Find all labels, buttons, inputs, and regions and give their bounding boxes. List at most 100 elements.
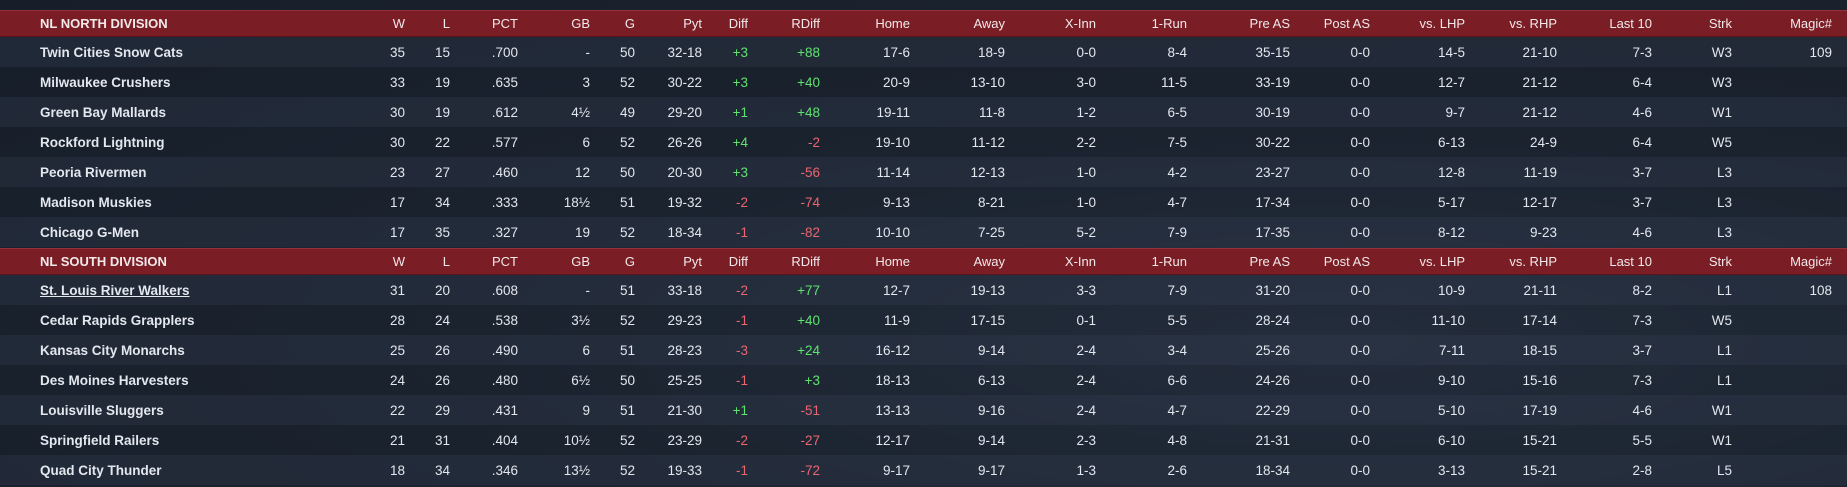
column-header-last10[interactable]: Last 10 [1609, 16, 1652, 31]
cell-rdiff: +24 [797, 342, 820, 358]
cell-postas: 0-0 [1350, 462, 1370, 478]
cell-preas: 33-19 [1255, 74, 1290, 90]
cell-pyt: 30-22 [667, 74, 702, 90]
cell-lhp: 5-17 [1437, 194, 1465, 210]
team-name[interactable]: Quad City Thunder [40, 462, 162, 478]
cell-postas: 0-0 [1350, 312, 1370, 328]
column-header-diff[interactable]: Diff [728, 16, 748, 31]
team-name[interactable]: Rockford Lightning [40, 134, 165, 150]
division-title[interactable]: NL NORTH DIVISION [40, 16, 168, 31]
cell-pyt: 25-25 [667, 372, 702, 388]
team-name[interactable]: Kansas City Monarchs [40, 342, 185, 358]
column-header-preas[interactable]: Pre AS [1249, 254, 1290, 269]
team-row[interactable]: Twin Cities Snow Cats 35 15 .700 - 50 32-18 +3 +… [0, 37, 1847, 67]
column-header-rdiff[interactable]: RDiff [791, 16, 820, 31]
column-header-away[interactable]: Away [973, 254, 1005, 269]
column-header-w[interactable]: W [392, 254, 405, 269]
cell-g: 50 [619, 44, 635, 60]
column-header-l[interactable]: L [442, 254, 450, 269]
team-row[interactable]: Quad City Thunder 18 34 .346 13½ 52 19-33 -1 -72… [0, 455, 1847, 485]
column-header-strk[interactable]: Strk [1708, 254, 1732, 269]
column-header-onerun[interactable]: 1-Run [1151, 16, 1187, 31]
column-header-home[interactable]: Home [875, 254, 910, 269]
column-header-away[interactable]: Away [973, 16, 1005, 31]
column-header-preas[interactable]: Pre AS [1249, 16, 1290, 31]
cell-magic [1770, 335, 1832, 365]
team-name[interactable]: Louisville Sluggers [40, 402, 164, 418]
column-header-rhp[interactable]: vs. RHP [1509, 16, 1557, 31]
column-header-home[interactable]: Home [875, 16, 910, 31]
cell-rdiff: +40 [797, 312, 820, 328]
team-name[interactable]: Springfield Railers [40, 432, 160, 448]
cell-last10: 4-6 [1632, 224, 1652, 240]
team-name[interactable]: Peoria Rivermen [40, 164, 147, 180]
team-name[interactable]: Chicago G-Men [40, 224, 140, 240]
team-name[interactable]: St. Louis River Walkers [40, 282, 190, 298]
cell-rhp: 9-23 [1529, 224, 1557, 240]
cell-strk: W5 [1711, 312, 1732, 328]
team-row[interactable]: St. Louis River Walkers 31 20 .608 - 51 33-18 -… [0, 275, 1847, 305]
column-header-pyt[interactable]: Pyt [683, 16, 702, 31]
column-header-lhp[interactable]: vs. LHP [1419, 16, 1465, 31]
cell-lhp: 3-13 [1437, 462, 1465, 478]
team-name[interactable]: Des Moines Harvesters [40, 372, 189, 388]
column-header-l[interactable]: L [442, 16, 450, 31]
column-header-gb[interactable]: GB [571, 254, 590, 269]
team-row[interactable]: Madison Muskies 17 34 .333 18½ 51 19-32 -2 -74 9-… [0, 187, 1847, 217]
cell-strk: W5 [1711, 134, 1732, 150]
column-header-xinn[interactable]: X-Inn [1064, 16, 1096, 31]
cell-rdiff: -2 [807, 134, 820, 150]
cell-pyt: 29-20 [667, 104, 702, 120]
cell-magic [1770, 365, 1832, 395]
column-header-onerun[interactable]: 1-Run [1151, 254, 1187, 269]
column-header-xinn[interactable]: X-Inn [1064, 254, 1096, 269]
column-header-magic[interactable]: Magic# [1790, 16, 1832, 31]
team-name[interactable]: Madison Muskies [40, 194, 152, 210]
column-header-postas[interactable]: Post AS [1323, 16, 1370, 31]
team-name[interactable]: Green Bay Mallards [40, 104, 167, 120]
team-name[interactable]: Milwaukee Crushers [40, 74, 171, 90]
column-header-magic[interactable]: Magic# [1790, 254, 1832, 269]
column-header-pyt[interactable]: Pyt [683, 254, 702, 269]
cell-onerun: 2-6 [1167, 462, 1187, 478]
division-header-row: NL SOUTH DIVISION W L PCT GB G Pyt Diff RDiff Hom… [0, 248, 1847, 275]
team-row[interactable]: Springfield Railers 21 31 .404 10½ 52 23-29 -2 -… [0, 425, 1847, 455]
team-row[interactable]: Peoria Rivermen 23 27 .460 12 50 20-30 +3 -56 11-… [0, 157, 1847, 187]
column-header-pct[interactable]: PCT [492, 16, 518, 31]
column-header-lhp[interactable]: vs. LHP [1419, 254, 1465, 269]
column-header-w[interactable]: W [392, 16, 405, 31]
cell-postas: 0-0 [1350, 372, 1370, 388]
cell-home: 17-6 [882, 44, 910, 60]
column-header-gb[interactable]: GB [571, 16, 590, 31]
column-header-rdiff[interactable]: RDiff [791, 254, 820, 269]
column-header-postas[interactable]: Post AS [1323, 254, 1370, 269]
team-row[interactable]: Chicago G-Men 17 35 .327 19 52 18-34 -1 -82 10-10… [0, 217, 1847, 247]
cell-rhp: 24-9 [1529, 134, 1557, 150]
column-header-last10[interactable]: Last 10 [1609, 254, 1652, 269]
team-row[interactable]: Green Bay Mallards 30 19 .612 4½ 49 29-20 +1 +48… [0, 97, 1847, 127]
column-header-diff[interactable]: Diff [728, 254, 748, 269]
team-row[interactable]: Des Moines Harvesters 24 26 .480 6½ 50 25-25 -1… [0, 365, 1847, 395]
team-row[interactable]: Cedar Rapids Grapplers 28 24 .538 3½ 52 29-23 -… [0, 305, 1847, 335]
cell-preas: 17-34 [1255, 194, 1290, 210]
column-header-strk[interactable]: Strk [1708, 16, 1732, 31]
team-name[interactable]: Twin Cities Snow Cats [40, 44, 184, 60]
team-row[interactable]: Kansas City Monarchs 25 26 .490 6 51 28-23 -3 +2… [0, 335, 1847, 365]
team-row[interactable]: Milwaukee Crushers 33 19 .635 3 52 30-22 +3 +40 2… [0, 67, 1847, 97]
column-header-g[interactable]: G [624, 16, 635, 31]
column-header-g[interactable]: G [624, 254, 635, 269]
cell-gb: 10½ [563, 432, 590, 448]
team-row[interactable]: Louisville Sluggers 22 29 .431 9 51 21-30 +1 -51… [0, 395, 1847, 425]
cell-pct: .635 [491, 74, 518, 90]
column-header-pct[interactable]: PCT [492, 254, 518, 269]
cell-pyt: 18-34 [667, 224, 702, 240]
cell-strk: L3 [1716, 164, 1732, 180]
team-row[interactable]: Rockford Lightning 30 22 .577 6 52 26-26 +4 -2 19… [0, 127, 1847, 157]
cell-home: 10-10 [875, 224, 910, 240]
division-title[interactable]: NL SOUTH DIVISION [40, 254, 167, 269]
cell-diff: -1 [735, 312, 748, 328]
cell-gb: 6 [582, 342, 590, 358]
cell-pct: .490 [491, 342, 518, 358]
team-name[interactable]: Cedar Rapids Grapplers [40, 312, 195, 328]
column-header-rhp[interactable]: vs. RHP [1509, 254, 1557, 269]
